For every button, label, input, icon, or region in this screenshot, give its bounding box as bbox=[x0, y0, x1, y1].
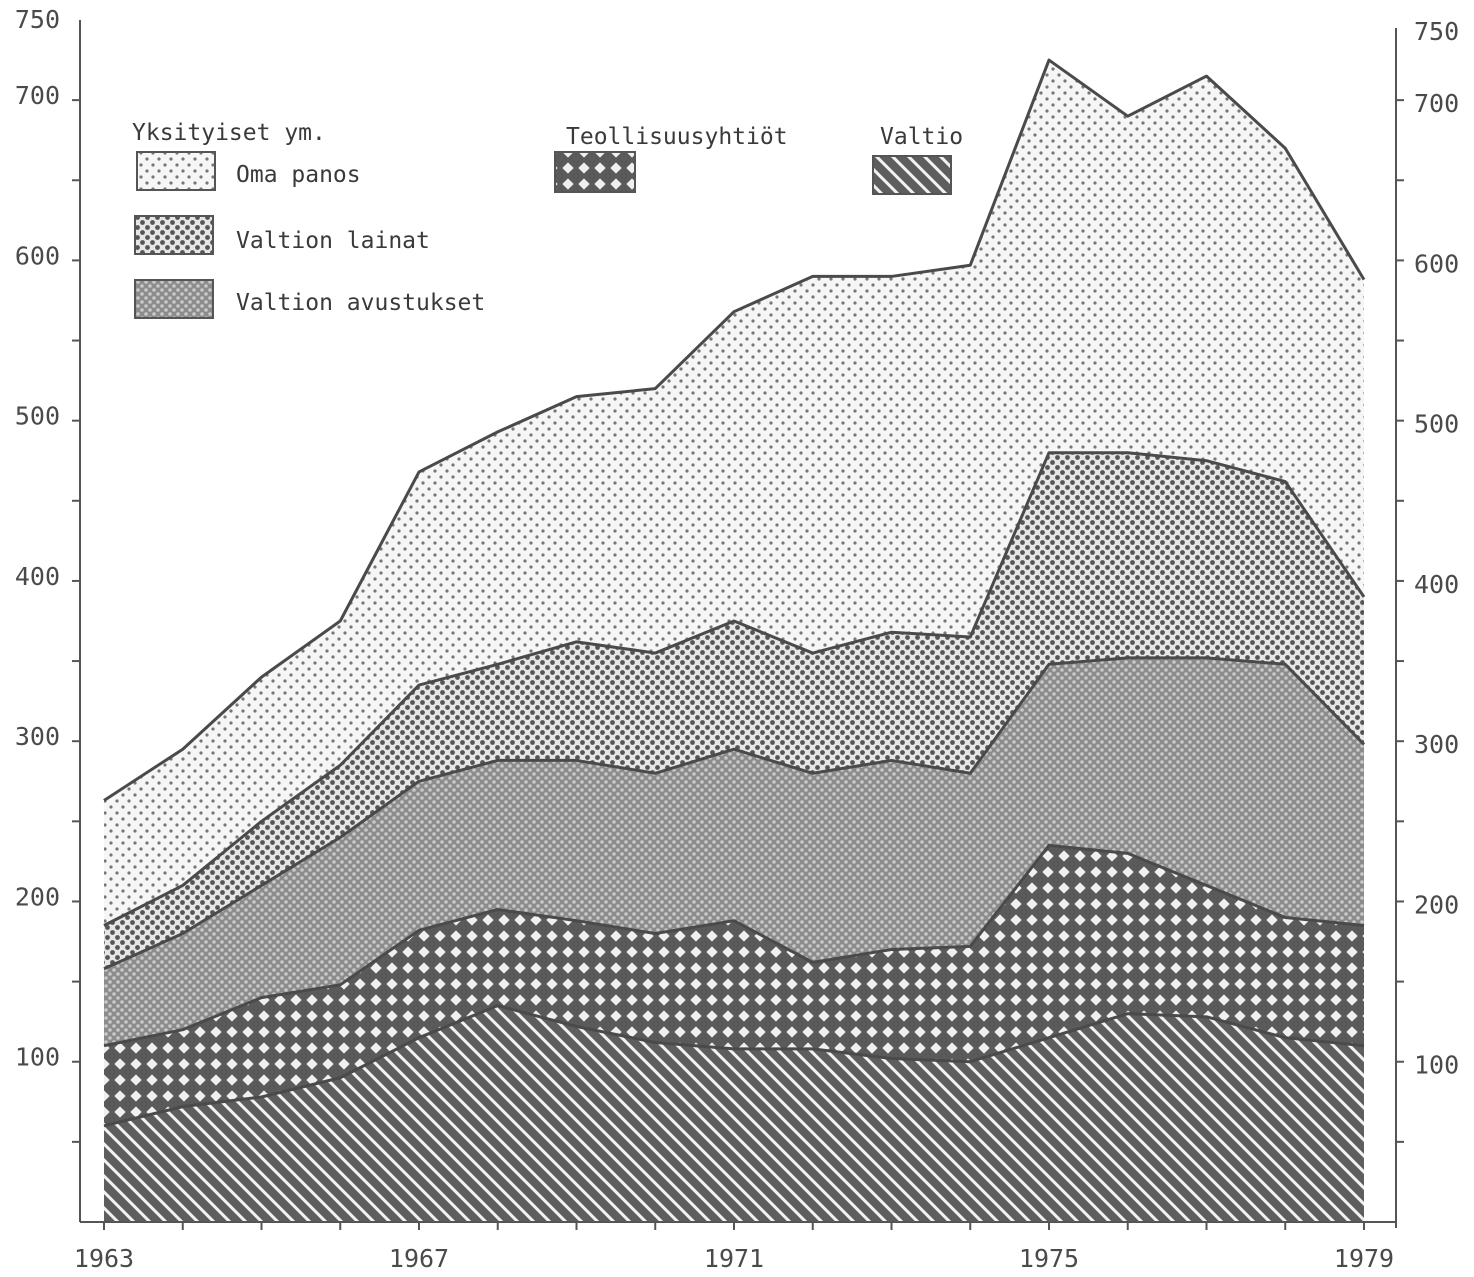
y-tick-label-right: 600 bbox=[1414, 249, 1459, 278]
y-tick-label-left: 500 bbox=[15, 402, 60, 431]
boundary-line-valtion-avustukset bbox=[103, 656, 1366, 971]
boundary-line-valtio bbox=[103, 1004, 1365, 1128]
x-tick-label: 1971 bbox=[704, 1244, 764, 1273]
legend: Yksityiset ym. Oma panos Valtion lainat … bbox=[132, 120, 963, 319]
area-oma-panos bbox=[104, 60, 1364, 926]
legend-swatch-valtion-avustukset bbox=[134, 279, 214, 319]
legend-swatch-oma-panos bbox=[136, 151, 216, 191]
area-valtion-lainat bbox=[104, 452, 1364, 969]
x-tick-label: 1967 bbox=[389, 1244, 449, 1273]
y-tick-label-left: 700 bbox=[15, 81, 60, 110]
y-tick-label-left: 600 bbox=[15, 241, 60, 270]
y-tick-label-right: 500 bbox=[1414, 410, 1459, 439]
area-teollisuusyhtiot bbox=[104, 845, 1364, 1126]
legend-swatch-valtion-lainat bbox=[134, 215, 214, 255]
y-tick-label-right: 100 bbox=[1414, 1051, 1459, 1080]
x-ticks: 1963 1967 1971 1975 1979 bbox=[74, 1222, 1394, 1273]
legend-group-title-valtio: Valtio bbox=[880, 124, 963, 150]
legend-label-oma-panos: Oma panos bbox=[236, 162, 361, 188]
y-tick-label-left: 300 bbox=[15, 722, 60, 751]
legend-group-title-yksityiset: Yksityiset ym. bbox=[132, 120, 326, 146]
boundary-line-oma-panos bbox=[103, 58, 1366, 802]
legend-group-title-teollisuusyhtiot: Teollisuusyhtiöt bbox=[566, 124, 788, 150]
legend-swatch-valtio bbox=[872, 155, 952, 195]
boundary-line-teollisuusyhtiot bbox=[103, 843, 1365, 1048]
area-valtion-avustukset bbox=[104, 657, 1364, 1046]
legend-label-valtion-avustukset: Valtion avustukset bbox=[236, 290, 485, 316]
y-tick-label-right: 700 bbox=[1414, 89, 1459, 118]
x-tick-label: 1979 bbox=[1334, 1244, 1394, 1273]
legend-swatch-teollisuusyhtiot bbox=[554, 151, 636, 193]
y-tick-label-left: 400 bbox=[15, 562, 60, 591]
area-valtio bbox=[104, 1005, 1364, 1222]
y-tick-label-right: 300 bbox=[1414, 730, 1459, 759]
y-tick-label-left: 100 bbox=[15, 1043, 60, 1072]
series-boundary-lines bbox=[103, 58, 1366, 1128]
y-ticks-right: 100 200 300 400 500 600 700 750 bbox=[1396, 17, 1459, 1143]
y-tick-label-left: 200 bbox=[15, 882, 60, 911]
y-ticks-left: 100 200 300 400 500 600 700 750 bbox=[15, 5, 80, 1143]
axes bbox=[79, 20, 1397, 1228]
x-tick-label: 1963 bbox=[74, 1244, 134, 1273]
legend-label-valtion-lainat: Valtion lainat bbox=[236, 228, 430, 254]
boundary-line-valtion-lainat bbox=[103, 451, 1366, 927]
y-tick-label-right: 400 bbox=[1414, 570, 1459, 599]
x-tick-label: 1975 bbox=[1019, 1244, 1079, 1273]
y-tick-label-right: 750 bbox=[1414, 17, 1459, 46]
y-tick-label-right: 200 bbox=[1414, 890, 1459, 919]
area-layers bbox=[104, 60, 1364, 1222]
y-tick-label-left: 750 bbox=[15, 5, 60, 34]
